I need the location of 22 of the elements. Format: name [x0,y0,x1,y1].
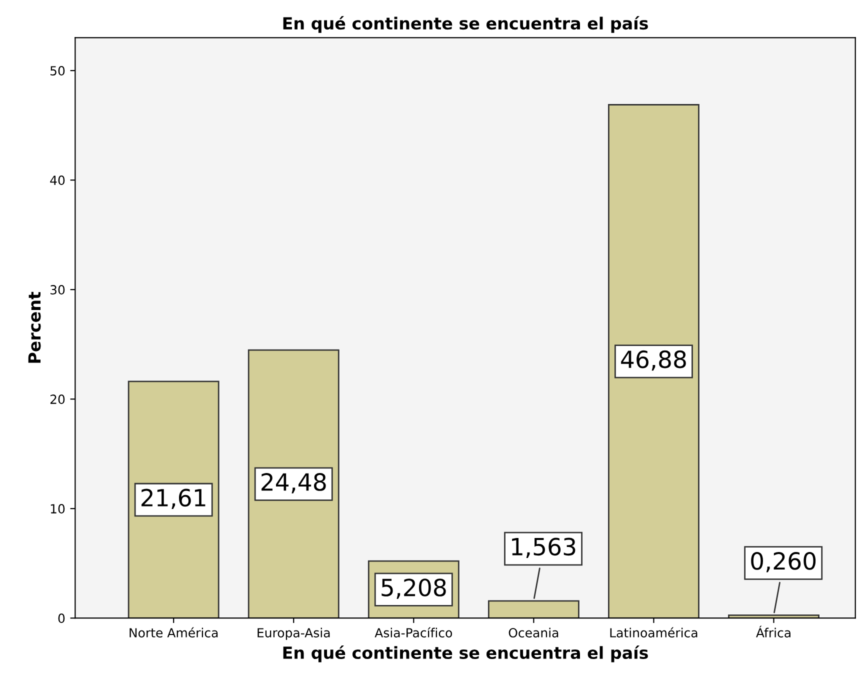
data-label: 24,48 [262,473,326,494]
y-tick-label: 20 [50,394,65,404]
data-label: 5,208 [382,578,446,599]
x-tick-label: Norte América [130,627,218,638]
x-tick-label: África [756,626,790,638]
bar [608,104,700,618]
x-axis-title: En qué continente se encuentra el país [283,645,648,662]
chart-title: En qué continente se encuentra el país [283,16,648,33]
y-tick-label: 40 [50,176,65,186]
y-tick-label: 10 [50,504,65,514]
data-label: 1,563 [512,538,576,558]
x-tick-label: Europa-Asia [258,628,330,640]
x-tick-label: Asia-Pacífico [374,627,452,638]
y-tick-label: 30 [50,285,65,295]
y-tick-label: 50 [50,66,65,76]
y-tick-label: 0 [58,614,65,624]
y-axis-title: Percent [28,292,41,363]
data-label: 21,61 [142,488,206,510]
data-label: 46,88 [621,350,686,371]
x-tick-label: Oceania [508,628,558,638]
data-label: 0,260 [751,552,816,572]
x-tick-label: Latinoamérica [610,627,698,638]
